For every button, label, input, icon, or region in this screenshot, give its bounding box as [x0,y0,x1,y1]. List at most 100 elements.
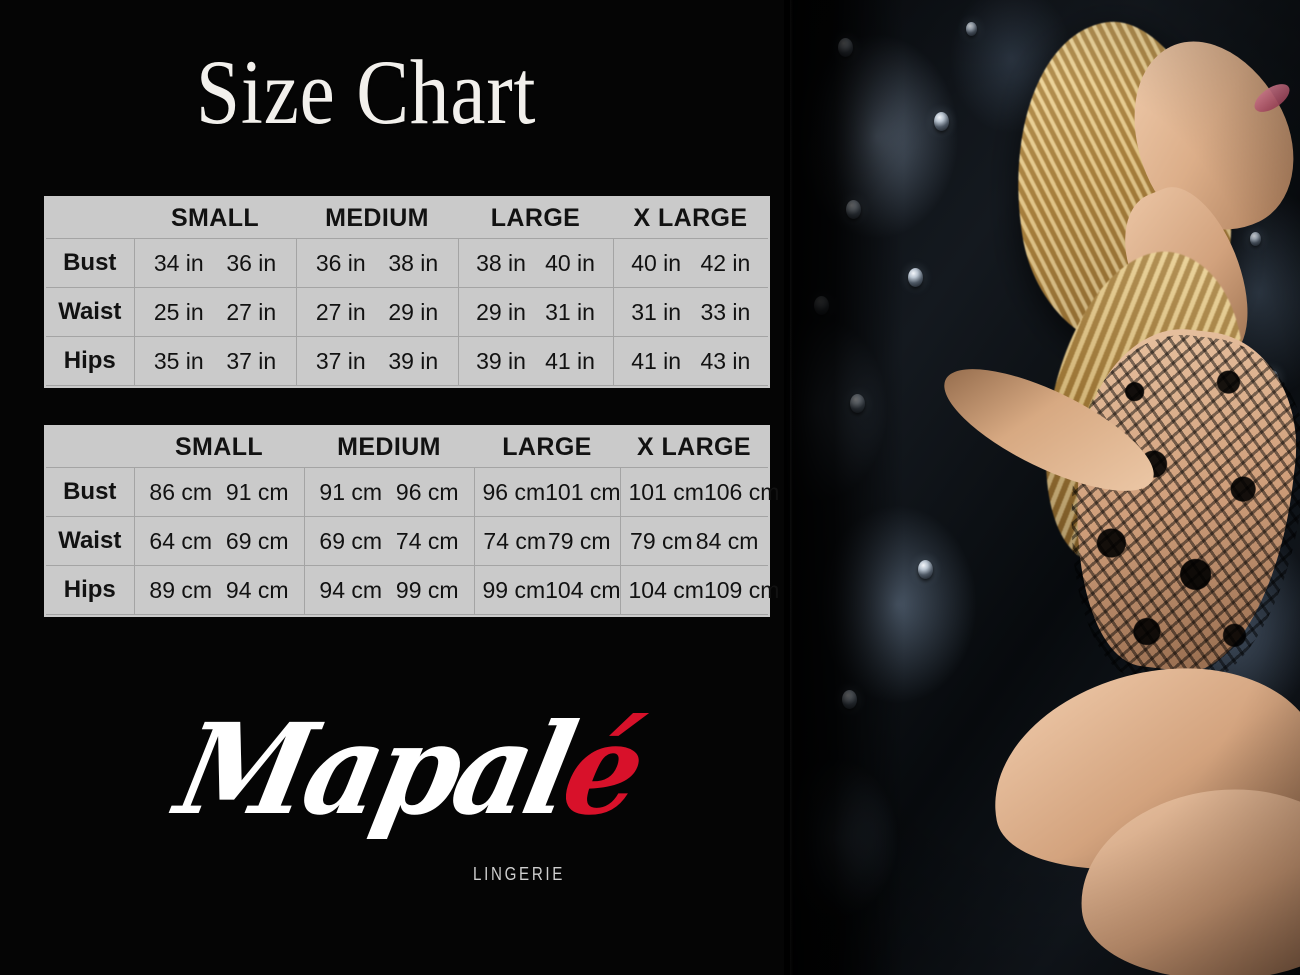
value-max: 96 cm [395,478,459,505]
cell-bust-xlarge-in: 40 in 42 in [612,238,768,288]
table-body-inches: Bust 34 in 36 in 36 in 38 in 38 in 40 in 40… [46,238,768,386]
value-max: 99 cm [395,576,459,603]
value-max: 27 in [226,298,277,325]
header-large-in: LARGE [458,198,613,239]
brand-name-main: Mapal [165,695,583,843]
value-min: 89 cm [149,576,213,603]
cell-waist-xlarge-cm: 79 cm 84 cm [619,516,768,566]
cell-bust-large-in: 38 in 40 in [457,238,614,288]
cell-bust-xlarge-cm: 101 cm 106 cm [619,467,779,517]
cell-waist-large-in: 29 in 31 in [457,287,614,337]
table-row: Waist 64 cm 69 cm 69 cm 74 cm 74 cm 79 cm 7… [46,516,768,566]
value-max: 33 in [700,298,751,325]
value-max: 36 in [226,249,277,276]
cell-waist-small-cm: 64 cm 69 cm [133,516,305,566]
value-max: 37 in [226,347,277,374]
header-small-in: SMALL [134,198,296,239]
value-min: 40 in [631,249,682,276]
table-row: Hips 35 in 37 in 37 in 39 in 39 in 41 in 41… [46,336,768,386]
value-max: 38 in [388,249,439,276]
value-max: 31 in [545,298,595,325]
value-min: 101 cm [628,478,704,505]
table-row: Bust 34 in 36 in 36 in 38 in 38 in 40 in 40… [46,238,768,288]
cell-bust-small-in: 34 in 36 in [133,238,297,288]
value-min: 27 in [315,298,366,325]
value-max: 74 cm [395,527,459,554]
value-min: 31 in [631,298,682,325]
header-xlarge-cm: X LARGE [620,427,768,468]
value-max: 29 in [388,298,439,325]
cell-bust-large-cm: 96 cm 101 cm [473,467,621,517]
value-min: 41 in [631,347,682,374]
value-max: 94 cm [225,576,289,603]
header-large-cm: LARGE [474,427,620,468]
value-min: 35 in [153,347,204,374]
header-blank-cm [46,427,134,468]
cell-waist-small-in: 25 in 27 in [133,287,297,337]
value-min: 96 cm [482,478,546,505]
cell-bust-medium-in: 36 in 38 in [295,238,459,288]
value-min: 69 cm [319,527,383,554]
cell-waist-xlarge-in: 31 in 33 in [612,287,768,337]
value-min: 79 cm [630,527,693,554]
value-min: 39 in [476,347,526,374]
cell-waist-medium-cm: 69 cm 74 cm [303,516,475,566]
header-row: SMALL MEDIUM LARGE X LARGE [46,198,768,239]
photo-seam [790,0,793,975]
cell-hips-xlarge-cm: 104 cm 109 cm [619,565,779,615]
value-max: 40 in [545,249,595,276]
header-row: SMALL MEDIUM LARGE X LARGE [46,427,768,468]
value-max: 39 in [388,347,439,374]
value-min: 37 in [315,347,366,374]
value-min: 91 cm [319,478,383,505]
value-min: 25 in [153,298,204,325]
value-min: 94 cm [319,576,383,603]
cell-hips-large-cm: 99 cm 104 cm [473,565,621,615]
value-min: 74 cm [483,527,547,554]
table-row: Bust 86 cm 91 cm 91 cm 96 cm 96 cm 101 cm 1… [46,467,779,517]
value-max: 106 cm [703,478,780,505]
table-body-cm: Bust 86 cm 91 cm 91 cm 96 cm 96 cm 101 cm 1… [46,467,779,615]
value-max: 109 cm [703,576,780,603]
photo-left-shadow [784,0,904,975]
table-header-cm: SMALL MEDIUM LARGE X LARGE [46,427,768,468]
cell-hips-medium-cm: 94 cm 99 cm [303,565,475,615]
cell-hips-small-in: 35 in 37 in [133,336,297,386]
cell-waist-large-cm: 74 cm 79 cm [473,516,621,566]
value-max: 101 cm [545,478,621,505]
value-min: 38 in [476,249,526,276]
brand-wordmark: Mapalé [166,695,653,842]
row-label-waist-in: Waist [46,287,135,337]
value-max: 104 cm [545,576,621,603]
value-min: 34 in [153,249,204,276]
value-min: 99 cm [482,576,546,603]
cell-hips-medium-in: 37 in 39 in [295,336,459,386]
value-max: 91 cm [225,478,289,505]
value-max: 69 cm [225,527,289,554]
brand-logo: Mapalé LINGERIE [166,695,653,888]
cell-waist-medium-in: 27 in 29 in [295,287,459,337]
row-label-hips-in: Hips [46,336,135,386]
header-blank-in [46,198,134,239]
model-photo [784,0,1300,975]
table-row: Waist 25 in 27 in 27 in 29 in 29 in 31 in 3… [46,287,768,337]
chart-panel: Size Chart SMALL MEDIUM LARGE X LARGE Bu… [46,46,780,888]
row-label-waist-cm: Waist [46,516,135,566]
value-max: 79 cm [547,527,611,554]
cell-hips-large-in: 39 in 41 in [457,336,614,386]
row-label-hips-cm: Hips [46,565,135,615]
row-label-bust-in: Bust [46,238,135,288]
table-header-inches: SMALL MEDIUM LARGE X LARGE [46,198,768,239]
cell-bust-medium-cm: 91 cm 96 cm [303,467,475,517]
size-table-inches: SMALL MEDIUM LARGE X LARGE Bust 34 in 36 … [46,198,768,386]
table-row: Hips 89 cm 94 cm 94 cm 99 cm 99 cm 104 cm 1… [46,565,779,615]
header-medium-in: MEDIUM [296,198,458,239]
value-max: 41 in [545,347,595,374]
cell-bust-small-cm: 86 cm 91 cm [133,467,305,517]
size-table-centimeters: SMALL MEDIUM LARGE X LARGE Bust 86 cm 91 … [46,427,779,615]
cell-hips-xlarge-in: 41 in 43 in [612,336,768,386]
brand-tagline: LINGERIE [473,864,566,884]
value-min: 36 in [315,249,366,276]
cell-hips-small-cm: 89 cm 94 cm [133,565,305,615]
value-min: 86 cm [149,478,213,505]
